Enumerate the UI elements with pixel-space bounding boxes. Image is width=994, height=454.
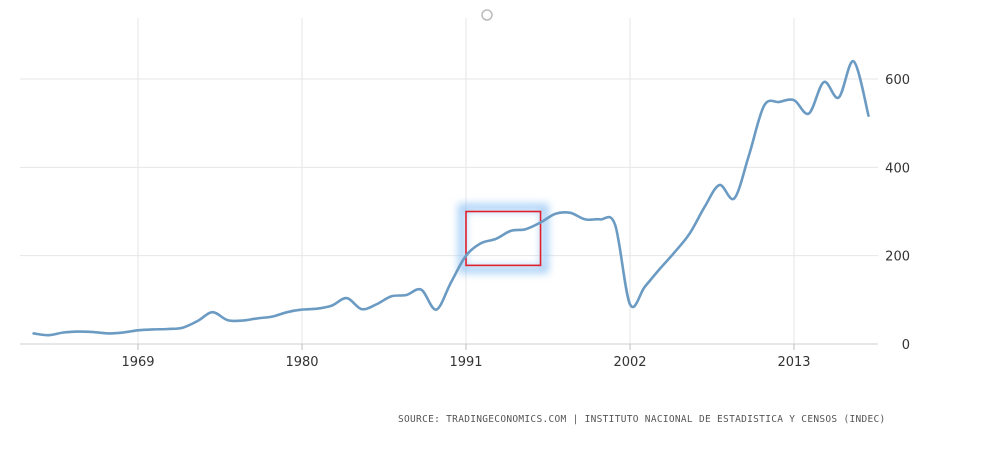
series-line [32,59,870,337]
loading-indicator-icon [481,9,493,21]
x-tick-label: 2002 [613,355,646,370]
x-axis-ticks: 1969 1980 1991 2002 2013 [121,344,811,370]
highlight-annotation [458,203,549,274]
y-tick-label: 600 [885,73,910,88]
y-tick-label: 0 [902,338,910,353]
highlight-box [465,210,542,267]
x-tick-label: 1969 [121,355,154,370]
highlight-glow [458,203,549,274]
series-layer [32,59,870,337]
y-tick-label: 400 [885,161,910,176]
y-axis-ticks: 0 200 400 600 [885,73,910,353]
x-tick-label: 1980 [285,355,318,370]
y-tick-label: 200 [885,250,910,265]
x-tick-label: 2013 [777,355,810,370]
source-attribution: SOURCE: TRADINGECONOMICS.COM | INSTITUTO… [398,414,886,425]
x-tick-label: 1991 [449,355,482,370]
gridlines [20,18,878,345]
